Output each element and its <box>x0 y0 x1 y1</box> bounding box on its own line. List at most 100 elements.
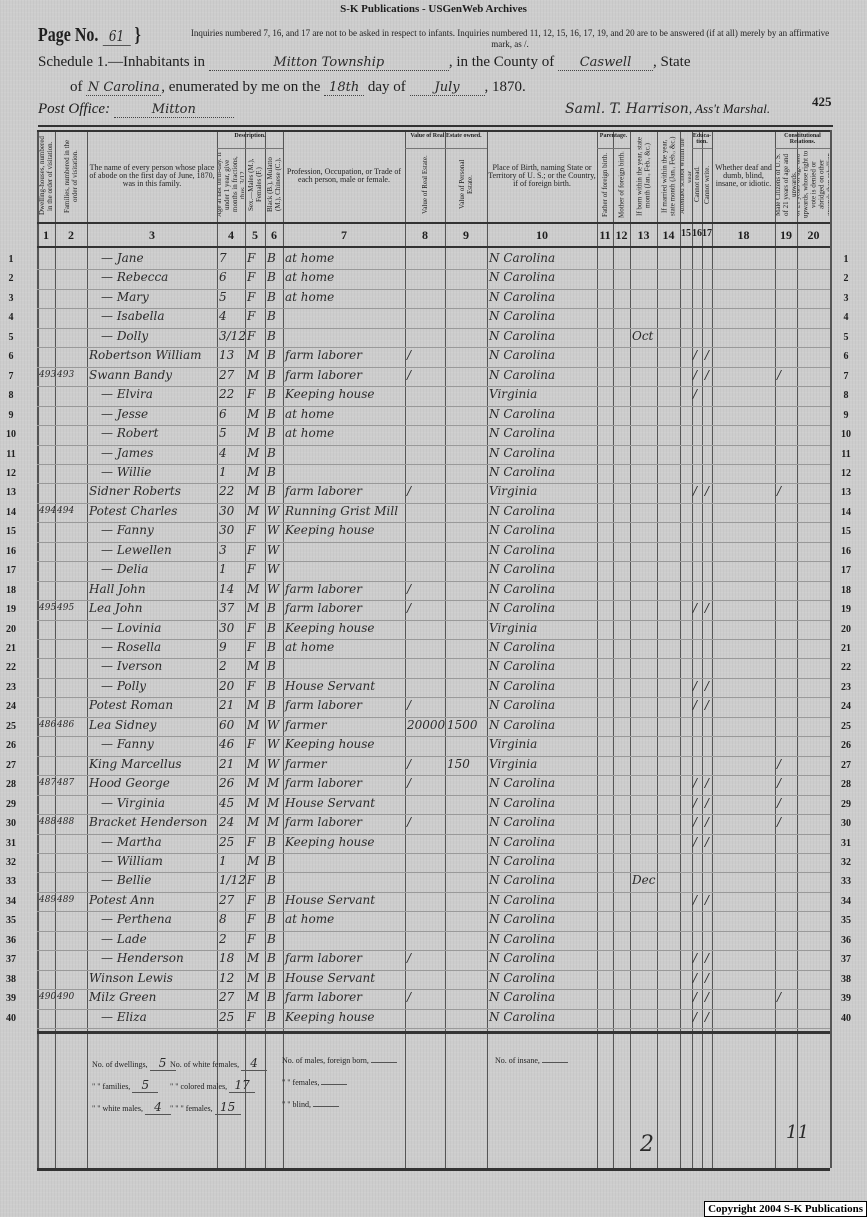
color: W <box>267 737 280 752</box>
county-label: , in the County of <box>448 54 555 70</box>
row-rule <box>37 619 830 621</box>
age: 2 <box>219 659 227 674</box>
person-name: — Fanny <box>101 523 154 538</box>
row-number-left: 26 <box>6 740 16 752</box>
column-number: 15 <box>681 228 691 239</box>
column-rule <box>657 130 658 1168</box>
real-estate-value: / <box>407 990 412 1005</box>
copyright-notice: Copyright 2004 S-K Publications <box>704 1201 867 1217</box>
row-rule <box>37 269 830 271</box>
age: 4 <box>219 309 227 324</box>
row-rule <box>37 580 830 582</box>
column-number: 12 <box>615 228 628 242</box>
top-rule <box>38 125 833 127</box>
age: 5 <box>219 289 227 304</box>
column-rule <box>217 130 218 1168</box>
column-header-11: Father of foreign birth. <box>601 152 609 217</box>
color: B <box>267 990 276 1005</box>
column-header-6: Color.—White (W.), Black (B.), Mulatto (… <box>266 157 282 212</box>
column-header-4: Age at last birth-day. If under 1 year, … <box>218 151 244 218</box>
person-name: — Eliza <box>101 1009 147 1024</box>
color: B <box>267 464 276 479</box>
color: B <box>267 659 276 674</box>
row-number-right: 16 <box>841 545 851 557</box>
birthplace: N Carolina <box>489 853 556 868</box>
row-number-right: 5 <box>843 331 849 343</box>
occupation: farm laborer <box>285 990 362 1005</box>
value: 4 <box>241 1056 268 1071</box>
state-label: , State <box>652 54 691 70</box>
row-rule <box>37 463 830 465</box>
person-name: — Fanny <box>101 737 154 752</box>
enumeration-line: of N Carolina, enumerated by me on the 1… <box>70 79 526 96</box>
person-name: — James <box>101 445 154 460</box>
education-marks: / / <box>693 990 711 1005</box>
row-number-left: 40 <box>6 1012 16 1024</box>
sex: M <box>247 951 260 966</box>
color: B <box>267 251 276 265</box>
color: B <box>267 348 276 363</box>
value: 17 <box>229 1078 256 1093</box>
row-number-right: 17 <box>841 565 851 577</box>
row-number-right: 3 <box>843 292 849 304</box>
row-number-left: 27 <box>6 759 16 771</box>
label: No. of insane, <box>495 1056 540 1065</box>
column-number: 20 <box>807 228 820 242</box>
birth-month: Dec <box>632 873 656 888</box>
age: 26 <box>219 776 235 791</box>
person-name: — Perthena <box>101 912 172 927</box>
occupation: Keeping house <box>285 737 375 752</box>
birthplace: N Carolina <box>489 678 556 693</box>
day-of-label: day of <box>367 79 406 95</box>
row-rule <box>37 502 830 504</box>
color: B <box>267 387 276 402</box>
row-number-right: 2 <box>843 273 849 285</box>
color: B <box>267 931 276 946</box>
dwelling-number: 488 <box>39 817 57 828</box>
sex: F <box>247 328 256 343</box>
row-number-right: 32 <box>841 856 851 868</box>
person-name: — Elvira <box>101 387 153 402</box>
person-name: Bracket Henderson <box>89 815 208 830</box>
birthplace: N Carolina <box>489 581 556 596</box>
totals-colored-males: " " colored males, 17 <box>170 1078 256 1093</box>
age: 7 <box>219 251 227 265</box>
education-marks: / / <box>693 892 711 907</box>
row-number-left: 13 <box>6 487 16 499</box>
row-number-right: 23 <box>841 681 851 693</box>
row-rule <box>37 852 830 854</box>
totals-colored-females: " " " females, 15 <box>170 1100 241 1115</box>
value <box>312 1106 339 1107</box>
row-number-right: 12 <box>841 467 851 479</box>
row-number-right: 10 <box>841 429 851 441</box>
color: B <box>267 970 276 985</box>
dwelling-number: 493 <box>39 369 57 380</box>
row-number-left: 18 <box>6 584 16 596</box>
occupation: farmer <box>285 717 327 732</box>
column-rule <box>613 130 614 1168</box>
row-rule <box>37 950 830 952</box>
birthplace: N Carolina <box>489 523 556 538</box>
row-number-left: 19 <box>6 604 16 616</box>
column-rule <box>680 130 681 1168</box>
sex: F <box>247 387 256 402</box>
color: B <box>267 698 276 713</box>
marshal-title: , Ass't Marshal. <box>688 101 771 116</box>
row-rule <box>37 483 830 485</box>
family-number: 490 <box>57 992 75 1003</box>
page-label: Page No. <box>38 24 99 46</box>
family-number: 487 <box>57 778 75 789</box>
row-rule <box>37 522 830 524</box>
row-rule <box>37 425 830 427</box>
enumerated-label: , enumerated by me on the <box>161 79 321 95</box>
label: No. of dwellings, <box>92 1060 148 1069</box>
sex: M <box>247 776 260 791</box>
row-rule <box>37 639 830 640</box>
column-rule <box>830 130 832 1168</box>
citizen-mark: / <box>777 367 782 382</box>
age: 6 <box>219 406 227 421</box>
color: B <box>267 873 276 888</box>
row-number-right: 31 <box>841 837 851 849</box>
age: 1 <box>219 464 227 479</box>
row-number-right: 27 <box>841 759 851 771</box>
